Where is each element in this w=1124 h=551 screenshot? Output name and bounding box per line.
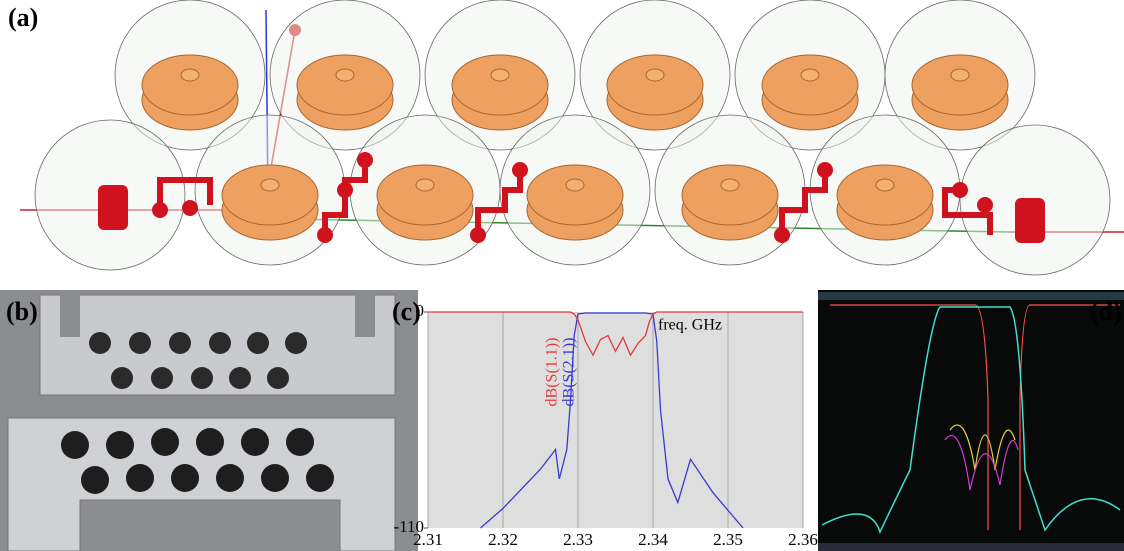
plot-area bbox=[428, 312, 803, 528]
figure: (a) (b) 2.312.322.332.342.352.36-1100dB(… bbox=[0, 0, 1124, 551]
panel-label: (c) bbox=[392, 297, 421, 326]
legend-label: dB(S(1.1)) bbox=[544, 338, 561, 407]
filter-model bbox=[20, 0, 1124, 275]
x-tick-label: 2.33 bbox=[563, 530, 593, 549]
legend-label: dB(S(2.1)) bbox=[561, 338, 578, 407]
panel-label: (b) bbox=[6, 297, 38, 326]
x-axis-label: freq. GHz bbox=[658, 317, 722, 334]
panel-label: (a) bbox=[8, 3, 38, 32]
filter-photo bbox=[0, 290, 418, 551]
y-tick-label: -110 bbox=[393, 517, 424, 536]
x-tick-label: 2.35 bbox=[713, 530, 743, 549]
x-tick-label: 2.32 bbox=[488, 530, 518, 549]
analyzer-screen bbox=[818, 290, 1124, 551]
x-tick-label: 2.34 bbox=[638, 530, 668, 549]
panel-label: (d) bbox=[1090, 297, 1122, 326]
x-tick-label: 2.36 bbox=[788, 530, 818, 549]
